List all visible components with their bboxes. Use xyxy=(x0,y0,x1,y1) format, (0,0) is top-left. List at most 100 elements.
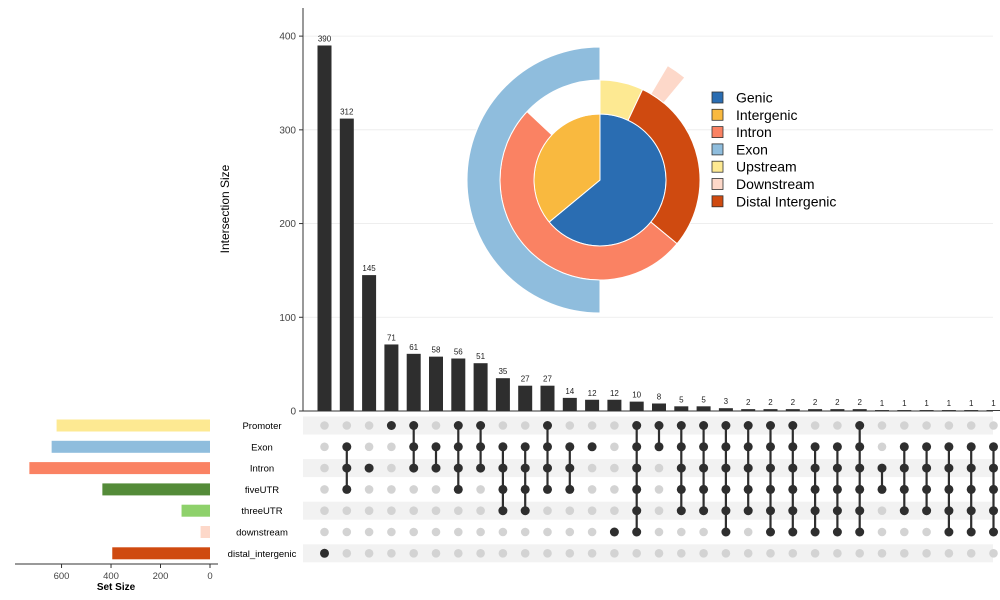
matrix-dot-active xyxy=(409,421,419,430)
intersection-bar xyxy=(785,409,800,411)
matrix-dot-active xyxy=(453,463,463,473)
matrix-dot-inactive xyxy=(587,421,597,430)
set-size-bar xyxy=(200,526,210,538)
intersection-bar xyxy=(384,344,399,411)
matrix-dot-active xyxy=(498,463,508,473)
intersection-bar xyxy=(540,385,555,411)
matrix-dot-active xyxy=(498,442,508,452)
intersection-bar xyxy=(919,410,934,411)
matrix-dot-active xyxy=(453,442,463,452)
matrix-dot-inactive xyxy=(476,527,485,537)
matrix-dot-inactive xyxy=(498,549,508,558)
annotation-pie-chart xyxy=(466,46,701,314)
matrix-dot-active xyxy=(855,442,865,452)
matrix-dot-active xyxy=(632,442,642,452)
matrix-dot-inactive xyxy=(431,506,441,515)
bar-value-label: 12 xyxy=(588,389,597,398)
matrix-dot-inactive xyxy=(454,549,463,558)
matrix-dot-inactive xyxy=(833,421,842,430)
matrix-stripe xyxy=(303,544,993,563)
intersection-bar xyxy=(941,410,956,411)
matrix-dot-inactive xyxy=(364,549,374,558)
matrix-dot-active xyxy=(922,506,932,516)
legend-swatch xyxy=(711,143,724,156)
matrix-dot-active xyxy=(832,463,842,473)
matrix-dot-inactive xyxy=(565,527,575,537)
matrix-dot-inactive xyxy=(342,549,352,558)
legend-swatch xyxy=(711,160,724,173)
matrix-dot-active xyxy=(788,442,798,452)
bar-value-label: 56 xyxy=(454,348,463,357)
set-size-bar xyxy=(29,462,210,475)
matrix-dot-active xyxy=(453,484,463,494)
matrix-dot-inactive xyxy=(520,527,530,537)
matrix-dot-inactive xyxy=(922,549,931,558)
intersection-bar xyxy=(897,410,912,411)
matrix-dot-active xyxy=(743,463,753,473)
bar-value-label: 27 xyxy=(521,375,530,384)
matrix-dot-inactive xyxy=(610,442,619,452)
matrix-dot-inactive xyxy=(342,421,352,430)
matrix-dot-active xyxy=(989,463,998,473)
matrix-dot-inactive xyxy=(342,506,352,515)
matrix-dot-active xyxy=(810,527,820,537)
matrix-dot-active xyxy=(476,463,486,473)
set-size-bar xyxy=(102,483,210,496)
matrix-dot-active xyxy=(832,442,842,452)
matrix-dot-inactive xyxy=(587,506,597,515)
matrix-dot-active xyxy=(364,463,374,473)
matrix-dot-active xyxy=(543,421,552,430)
matrix-dot-active xyxy=(543,484,552,494)
matrix-dot-active xyxy=(609,527,619,537)
matrix-dot-active xyxy=(810,484,820,494)
matrix-dot-active xyxy=(721,463,731,473)
matrix-dot-active xyxy=(944,442,954,452)
matrix-dot-inactive xyxy=(320,442,329,452)
intersection-bar xyxy=(473,363,488,411)
matrix-dot-active xyxy=(944,463,954,473)
bar-value-label: 61 xyxy=(409,343,418,352)
bar-value-label: 35 xyxy=(498,367,507,376)
intersection-bar xyxy=(451,358,466,411)
set-name-label: fiveUTR xyxy=(245,485,279,496)
matrix-dot-active xyxy=(766,527,775,537)
matrix-dot-inactive xyxy=(320,463,329,473)
matrix-dot-active xyxy=(721,484,731,494)
matrix-dot-active xyxy=(342,463,352,473)
matrix-dot-active xyxy=(676,421,686,430)
matrix-dot-active xyxy=(966,442,976,452)
bar-value-label: 2 xyxy=(857,398,862,407)
matrix-dot-active xyxy=(899,463,909,473)
matrix-dot-active xyxy=(944,506,954,516)
matrix-dot-inactive xyxy=(610,421,619,430)
matrix-dot-inactive xyxy=(877,421,887,430)
matrix-dot-inactive xyxy=(587,527,597,537)
matrix-dot-active xyxy=(788,527,798,537)
bar-value-label: 1 xyxy=(924,399,929,408)
intersection-bar xyxy=(696,406,711,411)
matrix-dot-inactive xyxy=(387,506,396,515)
legend-label: Distal Intergenic xyxy=(736,193,836,209)
matrix-dot-active xyxy=(721,442,731,452)
matrix-dot-active xyxy=(632,421,642,430)
bar-value-label: 1 xyxy=(902,399,907,408)
matrix-dot-active xyxy=(498,506,508,516)
matrix-dot-inactive xyxy=(743,527,753,537)
matrix-dot-inactive xyxy=(766,549,775,558)
intersection-bar xyxy=(986,410,1000,411)
matrix-dot-active xyxy=(476,442,486,452)
matrix-dot-active xyxy=(743,506,753,516)
matrix-dot-inactive xyxy=(543,549,552,558)
matrix-dot-inactive xyxy=(476,506,485,515)
matrix-dot-active xyxy=(966,484,976,494)
matrix-dot-active xyxy=(520,463,530,473)
matrix-dot-inactive xyxy=(587,463,597,473)
bar-value-label: 51 xyxy=(476,352,485,361)
set-size-bar xyxy=(51,440,211,453)
intersection-bar xyxy=(674,406,689,411)
matrix-dot-active xyxy=(966,506,976,516)
matrix-dot-active xyxy=(788,463,798,473)
matrix-dot-inactive xyxy=(364,421,374,430)
